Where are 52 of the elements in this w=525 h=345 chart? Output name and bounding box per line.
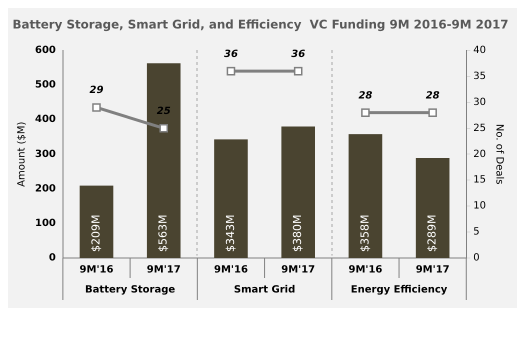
text: Smart Grid xyxy=(234,284,296,296)
text: Energy Efficiency xyxy=(350,284,448,296)
y-tick-label: 400 xyxy=(35,114,56,126)
y-tick-label: 0 xyxy=(48,252,56,264)
point xyxy=(159,124,168,133)
data-label: 36 xyxy=(224,48,238,60)
x-tick-label: 9M'16 xyxy=(214,264,248,276)
y-tick-label: 300 xyxy=(35,148,56,160)
y2-axis-title: No. of Deals xyxy=(493,124,504,184)
y-tick-label: 200 xyxy=(35,183,56,194)
data-label: 36 xyxy=(291,48,306,60)
point xyxy=(361,108,370,117)
bar xyxy=(281,126,315,258)
point xyxy=(226,66,236,76)
y2-tick-label: 30 xyxy=(473,96,486,108)
data-label: 28 xyxy=(426,90,440,102)
y2-tick-label: 20 xyxy=(473,148,486,160)
y2-tick-label: 40 xyxy=(473,44,486,56)
chart-title: Battery Storage, Smart Grid, and Efficiency VC Funding 9M 2016-9M 2017 xyxy=(12,17,509,32)
bar xyxy=(214,139,248,258)
data-label: $289M xyxy=(426,214,439,252)
data-label: $209M xyxy=(89,214,102,252)
y-tick-label: 500 xyxy=(35,80,56,91)
data-label: $563M xyxy=(156,214,170,252)
y2-tick-label: 25 xyxy=(473,122,486,134)
y-tick-label: 600 xyxy=(35,44,56,56)
y2-tick-label: 0 xyxy=(473,252,480,264)
data-label: 25 xyxy=(156,106,171,117)
point xyxy=(428,108,437,117)
point xyxy=(92,103,101,112)
data-label: $380M xyxy=(291,214,304,252)
bar xyxy=(348,134,382,258)
x-tick-label: 9M'17 xyxy=(416,264,450,276)
data-label: 28 xyxy=(358,90,372,102)
bar xyxy=(80,186,114,258)
text: Battery Storage xyxy=(85,284,176,296)
x-tick-label: 9M'17 xyxy=(281,264,316,276)
data-label: 29 xyxy=(90,85,104,96)
bar xyxy=(146,63,181,258)
y-axis-title: Amount ($M) xyxy=(16,121,28,187)
data-label: $358M xyxy=(358,214,372,252)
x-tick-label: 9M'16 xyxy=(348,264,382,276)
data-label: $343M xyxy=(224,214,237,252)
point xyxy=(294,66,302,76)
y2-tick-label: 35 xyxy=(473,70,486,82)
x-tick-label: 9M'17 xyxy=(146,264,181,276)
x-tick-label: 9M'16 xyxy=(80,264,114,276)
y2-tick-label: 5 xyxy=(473,226,480,238)
bar xyxy=(416,158,450,258)
y2-tick-label: 10 xyxy=(473,200,486,212)
y2-tick-label: 15 xyxy=(473,174,486,186)
y-tick-label: 100 xyxy=(35,218,56,229)
